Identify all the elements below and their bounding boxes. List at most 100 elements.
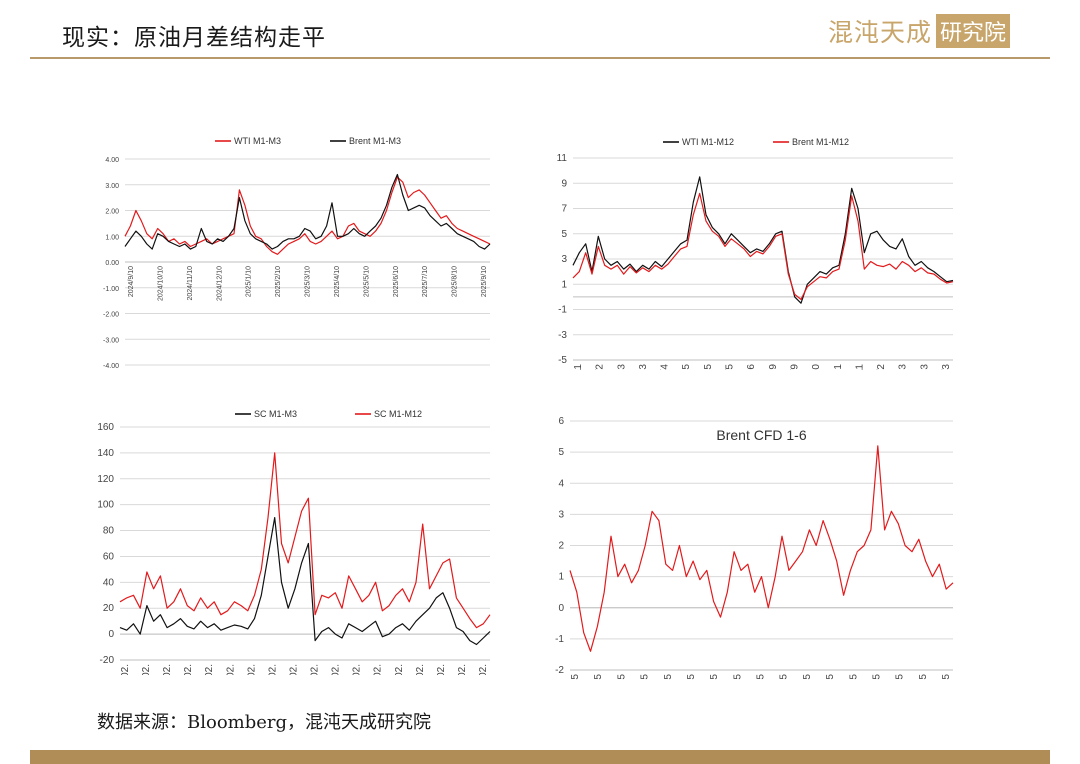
- y-tick-label: 3: [558, 509, 564, 520]
- x-tick-label: 2025/6/11: [854, 364, 865, 370]
- x-tick-label: 2025/1/10: [246, 266, 253, 297]
- x-tick-label: 2024/12/4: [660, 364, 671, 370]
- y-tick-label: 140: [97, 448, 114, 459]
- x-tick-label: 202.: [162, 664, 173, 675]
- series-line-sc-m1-m12: [119, 452, 491, 629]
- x-tick-label: 2024/12/25: [681, 364, 692, 370]
- x-tick-label: 2025/7/25: [918, 674, 929, 680]
- legend-label: Brent M1-M3: [349, 136, 401, 146]
- y-tick-label: 2: [558, 541, 564, 552]
- x-tick-label: 2025/8/25: [941, 674, 952, 680]
- series-line-sc-m1-m3: [119, 516, 491, 646]
- y-tick-label: 3.00: [105, 183, 119, 190]
- x-tick-label: 202.: [436, 664, 447, 675]
- legend-label: WTI M1-M3: [234, 136, 281, 146]
- logo-main-text: 混沌天成: [828, 18, 933, 47]
- y-tick-label: 6: [558, 416, 564, 427]
- brand-logo: 混沌天成 研究院: [828, 14, 1011, 48]
- x-tick-label: 2024/5/25: [593, 674, 604, 680]
- series-line-brent-m1-m3: [124, 173, 491, 250]
- x-tick-label: 202.: [225, 664, 236, 675]
- x-tick-label: 2024/11/10: [187, 266, 194, 301]
- legend-label: SC M1-M12: [374, 409, 422, 419]
- x-tick-label: 2024/8/25: [663, 674, 674, 680]
- chart-brent-cfd: 6 5 4 3 2 1 0 -1 -2 2024/4/25 2024/5/25 2024/6/25 20…: [555, 416, 954, 680]
- x-tick-label: 2025/2/25: [802, 674, 813, 680]
- chart-wti-brent-m1-m3: 4.00 3.00 2.00 1.00 0.00 -1.00 -2.00 -3.00 -4.00…: [103, 136, 491, 370]
- x-tick-label: 2025/1/25: [779, 674, 790, 680]
- legend-label: SC M1-M3: [254, 409, 297, 419]
- x-tick-label: 2025/2/26: [746, 364, 757, 370]
- y-tick-label: 20: [103, 603, 115, 614]
- header-divider: [30, 57, 1050, 59]
- x-tick-label: 2025/7/23: [898, 364, 909, 370]
- x-tick-label: 2025/5/25: [871, 674, 882, 680]
- x-tick-label: 2024/7/25: [640, 674, 651, 680]
- x-tick-label: 2024/10/25: [709, 674, 720, 680]
- x-tick-label: 2024/12/25: [756, 674, 767, 680]
- y-tick-label: 7: [561, 204, 567, 215]
- x-tick-label: 202.: [267, 664, 278, 675]
- y-tick-label: 4: [558, 478, 564, 489]
- x-tick-label: 2025/9/10: [481, 266, 488, 297]
- x-tick-label: 2025/9/3: [941, 364, 952, 370]
- page-title: 现实：原油月差结构走平: [62, 25, 326, 51]
- x-tick-label: 2025/3/10: [305, 266, 312, 297]
- y-tick-label: -20: [100, 655, 115, 666]
- y-tick-label: -2.00: [103, 312, 119, 319]
- x-tick-label: 2024/11/13: [638, 364, 649, 370]
- x-tick-label: 2024/9/10: [128, 266, 135, 297]
- x-tick-label: 2025/8/13: [919, 364, 930, 370]
- x-tick-label: 202.: [204, 664, 215, 675]
- x-tick-label: 2025/3/19: [768, 364, 779, 370]
- y-tick-label: -1: [555, 634, 564, 645]
- x-tick-label: 2024/10/23: [616, 364, 627, 370]
- x-tick-label: 2025/5/10: [363, 266, 370, 297]
- x-tick-label: 2025/4/25: [848, 674, 859, 680]
- series-line-brent-cfd: [569, 445, 954, 652]
- x-tick-label: 202.: [183, 664, 194, 675]
- x-tick-label: 2025/4/9: [789, 364, 800, 370]
- y-tick-label: 5: [561, 229, 567, 240]
- x-tick-label: 2024/10/2: [595, 364, 606, 370]
- footer-bar: [30, 750, 1050, 764]
- x-tick-label: 202.: [373, 664, 384, 675]
- x-tick-label: 202.: [331, 664, 342, 675]
- series-line-wti-m1-m12: [572, 176, 954, 304]
- y-tick-label: 1: [561, 279, 567, 290]
- x-tick-label: 2024/11/25: [732, 674, 743, 680]
- x-tick-label: 202.: [478, 664, 489, 675]
- legend-label: Brent M1-M12: [792, 137, 849, 147]
- x-tick-label: 2024/9/25: [686, 674, 697, 680]
- x-tick-label: 202.: [352, 664, 363, 675]
- x-tick-label: 202.: [120, 664, 131, 675]
- x-tick-label: 2025/6/10: [393, 266, 400, 297]
- y-tick-label: -3.00: [103, 337, 119, 344]
- data-source-note: 数据来源：Bloomberg，混沌天成研究院: [97, 712, 432, 733]
- y-tick-label: -5: [558, 355, 567, 366]
- x-tick-label: 202.: [288, 664, 299, 675]
- x-tick-label: 2024/10/10: [157, 266, 164, 301]
- y-tick-label: -2: [555, 665, 564, 676]
- x-tick-label: 2025/5/21: [833, 364, 844, 370]
- y-tick-label: 40: [103, 577, 115, 588]
- y-tick-label: -1: [558, 305, 567, 316]
- legend-label: WTI M1-M12: [682, 137, 734, 147]
- x-tick-label: 202.: [415, 664, 426, 675]
- x-tick-label: 2025/7/10: [422, 266, 429, 297]
- y-tick-label: 0.00: [105, 260, 119, 267]
- chart-wti-brent-m1-m12: 11 9 7 5 3 1 -1 -3 -5 2024/9/11 2024/10/2 2024/10/2…: [557, 137, 954, 370]
- y-tick-label: 2.00: [105, 209, 119, 216]
- x-tick-label: 2025/4/10: [334, 266, 341, 297]
- x-tick-label: 202.: [310, 664, 321, 675]
- x-tick-label: 202.: [394, 664, 405, 675]
- y-tick-label: 11: [557, 153, 568, 164]
- chart-title: Brent CFD 1-6: [716, 427, 806, 443]
- x-tick-label: 2024/4/25: [570, 674, 581, 680]
- y-tick-label: 3: [561, 254, 567, 265]
- x-tick-label: 2024/9/11: [573, 364, 584, 370]
- y-tick-label: 9: [561, 178, 567, 189]
- series-line-wti-m1-m3: [124, 176, 491, 255]
- y-tick-label: 60: [103, 551, 115, 562]
- y-tick-label: 1: [558, 572, 564, 583]
